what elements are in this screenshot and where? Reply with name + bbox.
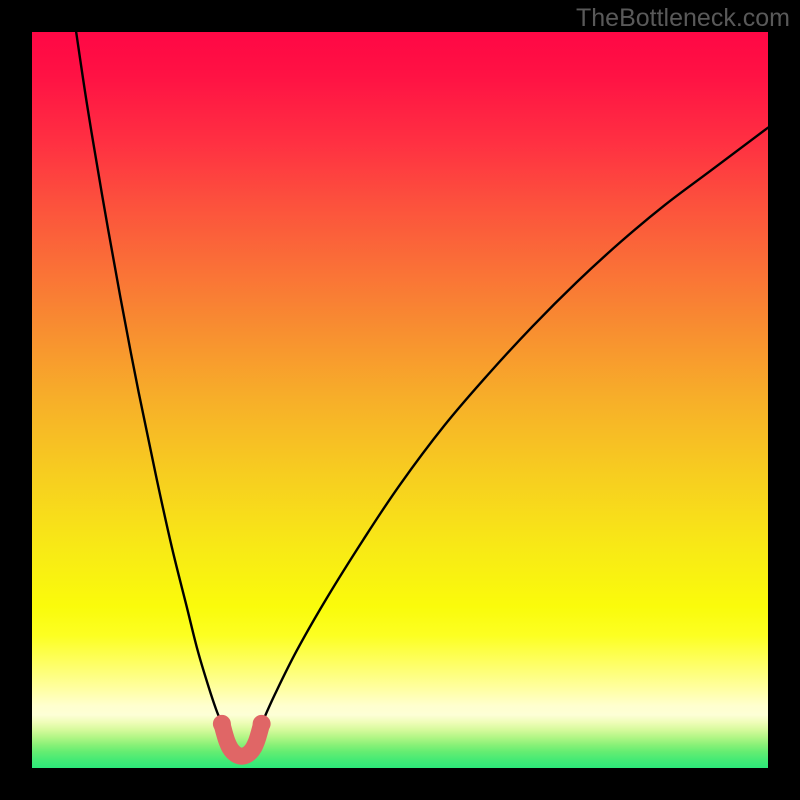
watermark-text: TheBottleneck.com [576, 4, 790, 33]
valley-end-dot-0 [213, 715, 231, 733]
valley-end-dot-1 [253, 715, 271, 733]
chart-container: TheBottleneck.com [0, 0, 800, 800]
chart-svg [0, 0, 800, 800]
plot-background [32, 32, 768, 768]
